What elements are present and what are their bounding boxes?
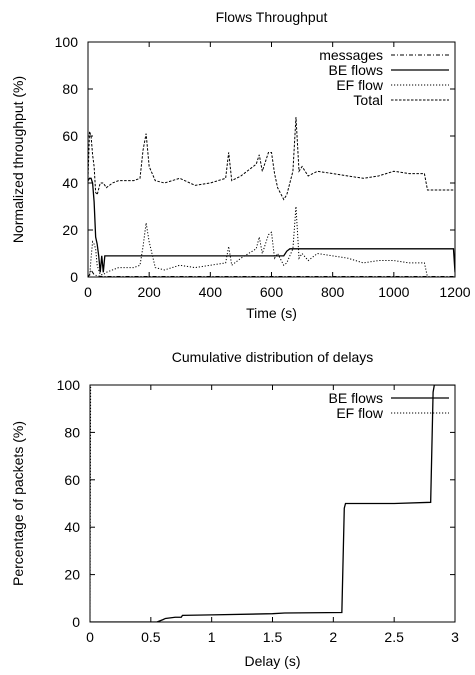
series-line-ef-flow bbox=[88, 206, 455, 277]
legend-label: BE flows bbox=[329, 390, 383, 406]
x-tick-label: 0.5 bbox=[141, 629, 161, 645]
y-tick-label: 20 bbox=[62, 222, 78, 238]
legend-label: EF flow bbox=[336, 405, 384, 421]
x-tick-label: 1000 bbox=[378, 284, 409, 300]
legend-label: messages bbox=[319, 47, 383, 63]
legend-label: EF flow bbox=[336, 77, 384, 93]
x-tick-label: 400 bbox=[199, 284, 223, 300]
series-line-total bbox=[88, 117, 455, 201]
y-tick-label: 60 bbox=[64, 472, 80, 488]
chart-1: Flows Throughput 0 200 400 600 800 1000 1200 0 20… bbox=[10, 9, 471, 321]
x-tick-label: 0 bbox=[84, 284, 92, 300]
y-axis-label: Normalized throughput (%) bbox=[10, 76, 26, 243]
chart-title: Cumulative distribution of delays bbox=[172, 349, 374, 365]
plot-frame bbox=[87, 41, 456, 278]
y-tick-label: 40 bbox=[62, 175, 78, 191]
x-axis-label: Delay (s) bbox=[244, 653, 300, 669]
x-tick-label: 1200 bbox=[439, 284, 470, 300]
y-tick-label: 40 bbox=[64, 519, 80, 535]
x-tick-label: 200 bbox=[137, 284, 161, 300]
y-tick-label: 80 bbox=[64, 424, 80, 440]
x-tick-label: 3 bbox=[451, 629, 459, 645]
x-tick-label: 1.5 bbox=[263, 629, 283, 645]
y-tick-label: 0 bbox=[72, 614, 80, 630]
series-line-be-flows bbox=[90, 385, 455, 622]
legend-label: BE flows bbox=[329, 62, 383, 78]
y-tick-label: 60 bbox=[62, 128, 78, 144]
x-axis-label: Time (s) bbox=[246, 305, 297, 321]
x-tick-label: 800 bbox=[321, 284, 345, 300]
series-line-be-flows bbox=[88, 177, 455, 273]
x-tick-label: 2.5 bbox=[384, 629, 404, 645]
x-tick-label: 0 bbox=[86, 629, 94, 645]
y-tick-label: 0 bbox=[70, 269, 78, 285]
chart-title: Flows Throughput bbox=[216, 9, 328, 25]
y-tick-label: 100 bbox=[57, 377, 81, 393]
x-tick-label: 600 bbox=[260, 284, 284, 300]
y-tick-label: 100 bbox=[55, 34, 79, 50]
y-tick-label: 20 bbox=[64, 567, 80, 583]
y-tick-label: 80 bbox=[62, 81, 78, 97]
x-tick-label: 1 bbox=[208, 629, 216, 645]
x-tick-label: 2 bbox=[329, 629, 337, 645]
chart-2: Cumulative distribution of delays 0 0.5 1 1.… bbox=[10, 349, 459, 669]
legend-label: Total bbox=[353, 92, 383, 108]
y-axis-label: Percentage of packets (%) bbox=[10, 421, 26, 586]
